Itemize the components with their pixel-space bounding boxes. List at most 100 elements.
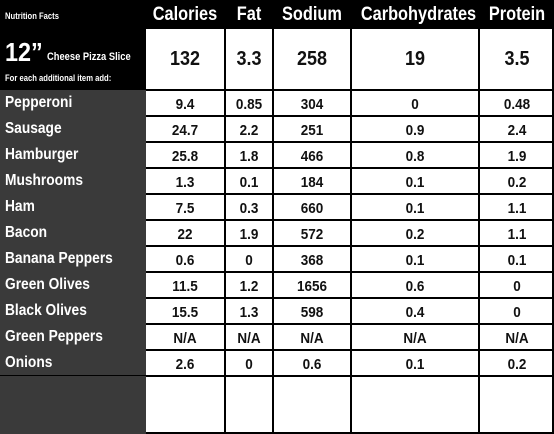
item-calories-cell: 0.6: [175, 252, 195, 269]
item-calories-cell: 2.6: [175, 356, 195, 373]
item-label: Bacon: [5, 224, 48, 241]
item-calories-cell: 25.8: [171, 148, 199, 165]
item-carbohydrates-cell: 0.2: [405, 226, 425, 243]
item-label: Onions: [5, 354, 53, 371]
grid-line: [146, 349, 554, 351]
item-label: Ham: [5, 198, 35, 215]
row-divider: [0, 89, 146, 90]
grid-line: [146, 167, 554, 169]
grid-line: [272, 0, 274, 434]
item-protein-cell: 0: [513, 278, 521, 295]
grid-line: [552, 0, 554, 434]
item-protein-cell: 0: [513, 304, 521, 321]
item-fat-cell: N/A: [237, 330, 261, 347]
item-protein-cell: 0.2: [507, 174, 527, 191]
grid-line: [146, 323, 554, 325]
item-protein-cell: 1.9: [507, 148, 527, 165]
item-carbohydrates-cell: 0.4: [405, 304, 425, 321]
item-label: Pepperoni: [5, 94, 73, 111]
item-fat-cell: 0.1: [239, 174, 259, 191]
item-label: Black Olives: [5, 302, 87, 319]
item-fat-cell: 2.2: [239, 122, 259, 139]
item-calories-cell: 1.3: [175, 174, 195, 191]
item-sodium-cell: 598: [300, 304, 324, 321]
item-calories-cell: 22: [177, 226, 193, 243]
item-carbohydrates-cell: 0: [411, 96, 419, 113]
base-fat: 3.3: [236, 48, 262, 70]
col-header-calories: Calories: [152, 4, 218, 25]
base-sodium: 258: [296, 48, 328, 70]
grid-line: [350, 0, 352, 434]
col-header-protein: Protein: [488, 4, 546, 25]
col-header-sodium: Sodium: [282, 4, 342, 25]
base-protein: 3.5: [504, 48, 530, 70]
item-sodium-cell: N/A: [300, 330, 324, 347]
grid-line: [146, 271, 554, 273]
grid-line: [478, 0, 480, 434]
grid-line: [146, 375, 554, 377]
item-calories-cell: 11.5: [172, 278, 198, 295]
grid-line: [146, 297, 554, 299]
item-sodium-cell: 660: [300, 200, 324, 217]
item-fat-cell: 0.85: [235, 96, 263, 113]
additional-item-note: For each additional item add:: [5, 73, 112, 83]
item-label: Mushrooms: [5, 172, 83, 189]
grid-line: [146, 115, 554, 117]
base-calories: 132: [169, 48, 201, 70]
grid-line: [146, 432, 554, 434]
item-fat-cell: 0: [245, 356, 253, 373]
item-fat-cell: 1.9: [239, 226, 259, 243]
item-calories-cell: 7.5: [175, 200, 195, 217]
item-protein-cell: 0.48: [503, 96, 531, 113]
grid-line: [146, 219, 554, 221]
base-item-size: 12”: [5, 37, 43, 67]
grid-line: [224, 0, 226, 434]
item-protein-cell: N/A: [505, 330, 529, 347]
item-label: Banana Peppers: [5, 250, 113, 267]
item-calories-cell: 15.5: [171, 304, 199, 321]
item-protein-cell: 1.1: [507, 200, 527, 217]
item-sodium-cell: 1656: [296, 278, 328, 295]
item-fat-cell: 0.3: [239, 200, 259, 217]
item-carbohydrates-cell: 0.1: [405, 252, 425, 269]
base-carbohydrates: 19: [404, 48, 426, 70]
item-carbohydrates-cell: 0.8: [405, 148, 425, 165]
item-calories-cell: 9.4: [175, 96, 195, 113]
item-fat-cell: 1.2: [239, 278, 259, 295]
item-calories-cell: 24.7: [171, 122, 199, 139]
item-sodium-cell: 368: [300, 252, 324, 269]
item-carbohydrates-cell: 0.1: [405, 200, 425, 217]
grid-line: [146, 245, 554, 247]
item-carbohydrates-cell: 0.1: [405, 356, 425, 373]
item-fat-cell: 1.3: [239, 304, 259, 321]
header-band: [0, 0, 554, 29]
col-header-fat: Fat: [236, 4, 262, 25]
row-divider: [0, 375, 146, 376]
grid-line: [146, 141, 554, 143]
item-protein-cell: 1.1: [507, 226, 527, 243]
item-protein-cell: 2.4: [507, 122, 527, 139]
base-item-panel: [0, 29, 146, 90]
item-label: Hamburger: [5, 146, 79, 163]
item-protein-cell: 0.2: [507, 356, 527, 373]
grid-line: [146, 193, 554, 195]
item-carbohydrates-cell: N/A: [403, 330, 427, 347]
item-carbohydrates-cell: 0.1: [405, 174, 425, 191]
item-fat-cell: 1.8: [239, 148, 259, 165]
item-carbohydrates-cell: 0.6: [405, 278, 425, 295]
item-sodium-cell: 0.6: [302, 356, 322, 373]
item-label: Sausage: [5, 120, 62, 137]
item-carbohydrates-cell: 0.9: [405, 122, 425, 139]
base-item-name: Cheese Pizza Slice: [47, 51, 131, 63]
grid-line: [146, 89, 554, 91]
item-label: Green Olives: [5, 276, 90, 293]
item-sodium-cell: 251: [300, 122, 324, 139]
item-calories-cell: N/A: [173, 330, 197, 347]
item-fat-cell: 0: [245, 252, 253, 269]
item-sodium-cell: 572: [300, 226, 324, 243]
item-sodium-cell: 466: [300, 148, 324, 165]
item-protein-cell: 0.1: [507, 252, 527, 269]
item-sodium-cell: 184: [300, 174, 324, 191]
table-title: Nutrition Facts: [5, 11, 59, 21]
